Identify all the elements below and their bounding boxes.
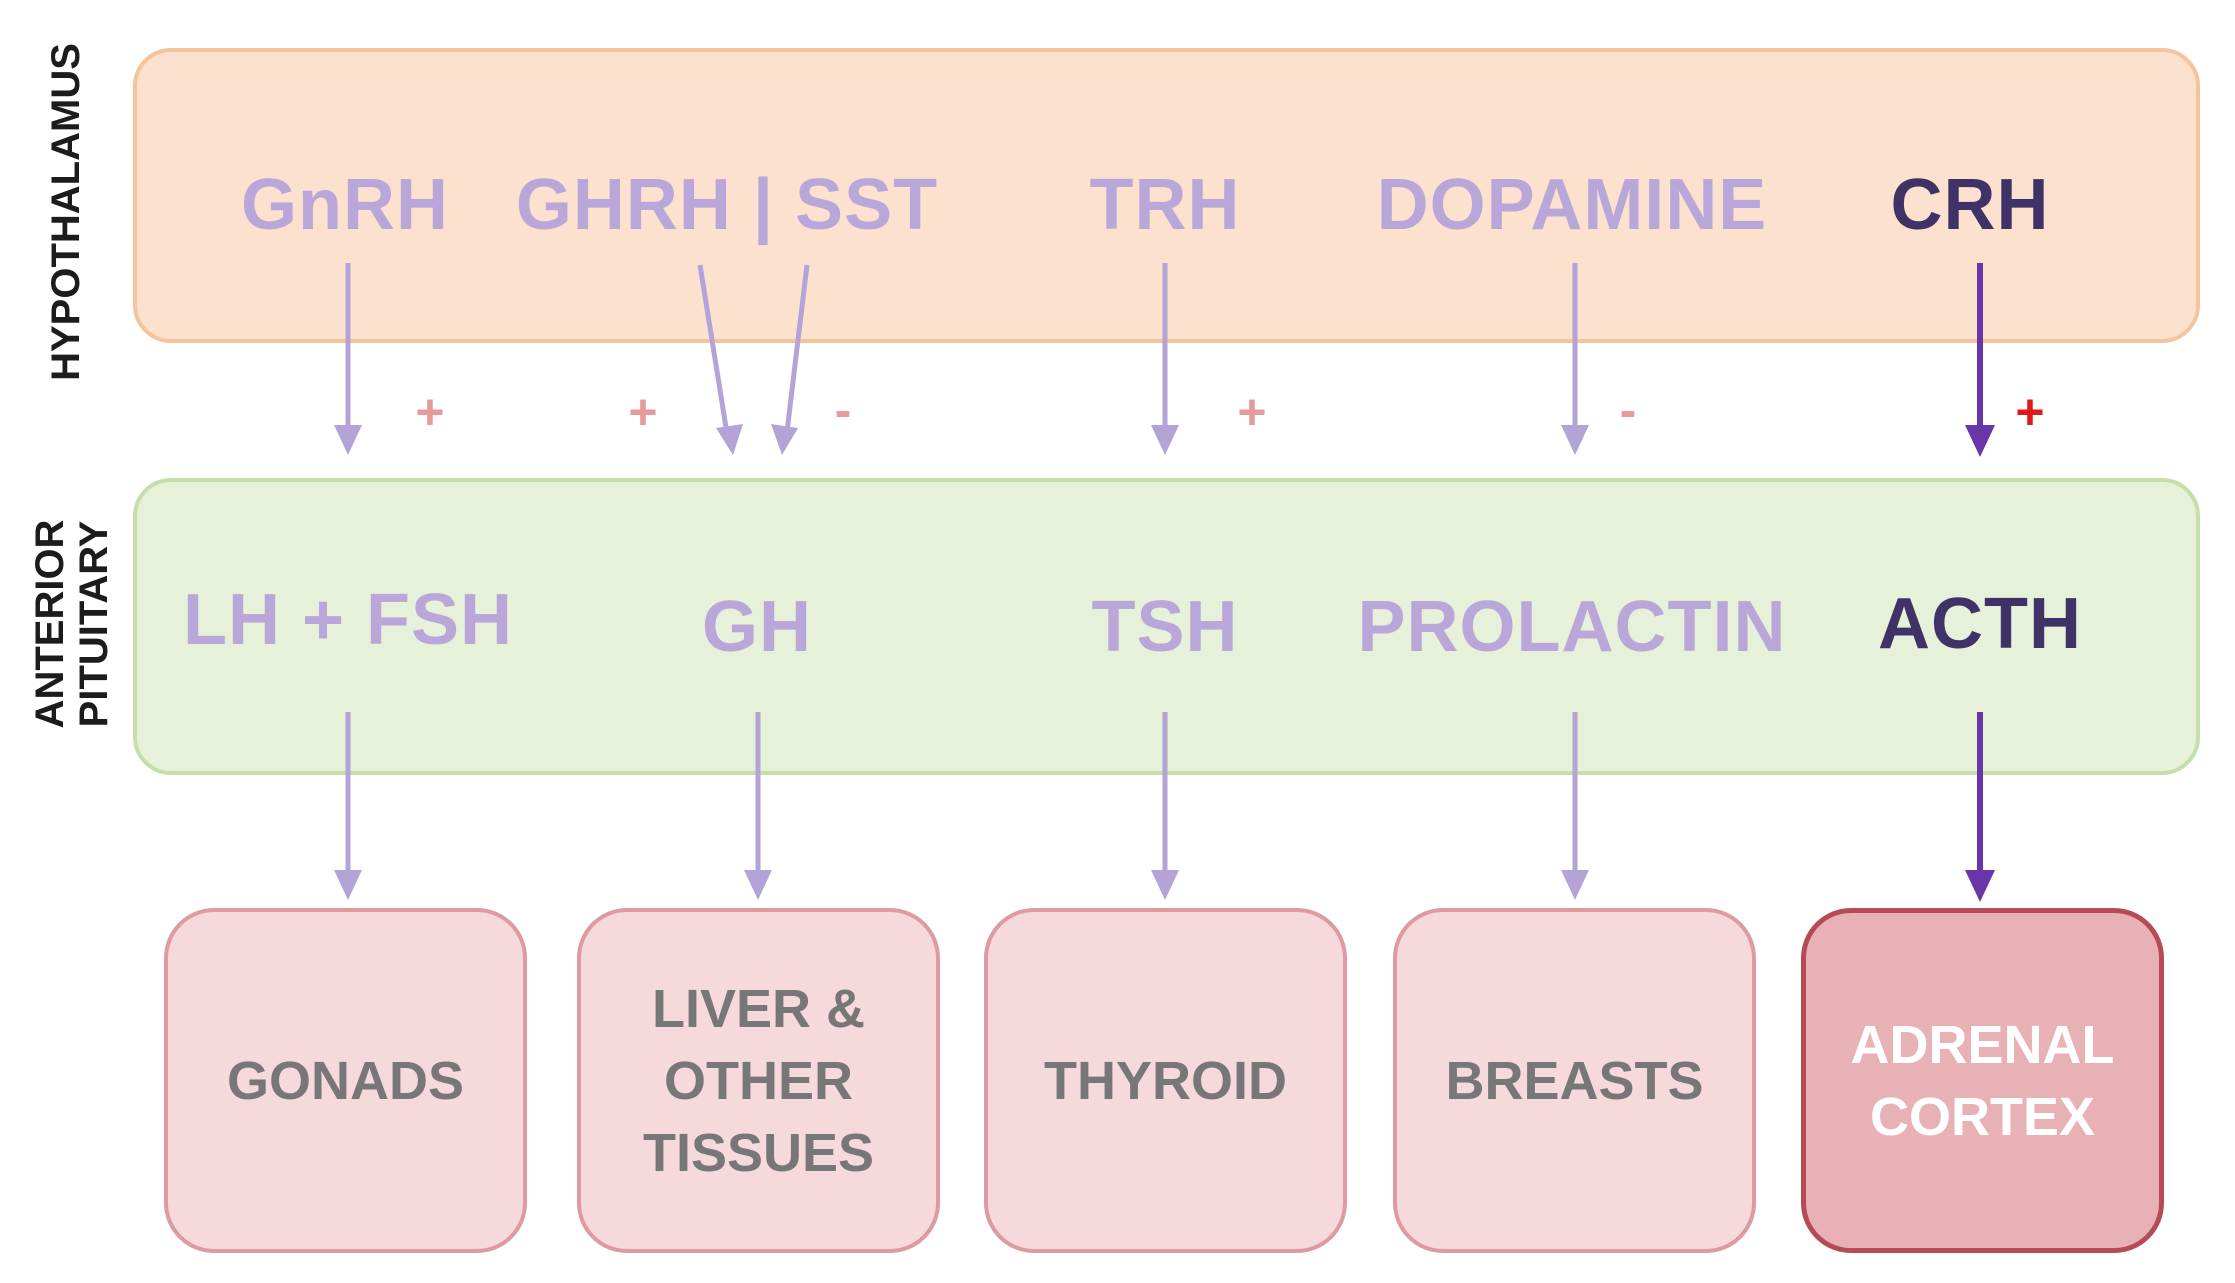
- hormone-gnrh: GnRH: [241, 165, 449, 245]
- arrowhead-acth: [1965, 870, 1995, 902]
- target-thyroid: THYROID: [984, 908, 1347, 1253]
- sign-gnrh: +: [415, 384, 445, 440]
- hormone-lh-fsh: LH + FSH: [182, 580, 514, 660]
- target-adrenal-cortex: ADRENAL CORTEX: [1801, 908, 2164, 1253]
- arrowhead-gnrh: [334, 425, 362, 455]
- arrowhead-trh: [1151, 425, 1179, 455]
- arrowhead-prolactin: [1561, 870, 1589, 900]
- sign-dopamine: -: [1619, 382, 1637, 438]
- arrowhead-sst: [771, 424, 798, 455]
- target-gonads: GONADS: [164, 908, 527, 1253]
- hormone-prolactin: PROLACTIN: [1357, 587, 1787, 667]
- arrowhead-gh: [744, 870, 772, 900]
- arrowhead-ghrh: [716, 424, 743, 455]
- arrow-sst: [783, 264, 810, 441]
- hormone-trh: TRH: [1089, 165, 1241, 245]
- sign-trh: +: [1237, 384, 1267, 440]
- hormone-acth: ACTH: [1878, 584, 2082, 664]
- target-breasts: BREASTS: [1393, 908, 1756, 1253]
- arrowhead-tsh: [1151, 870, 1179, 900]
- sign-ghrh: +: [628, 384, 658, 440]
- arrowhead-lh-fsh: [334, 870, 362, 900]
- hormone-ghrh-sst: GHRH | SST: [515, 165, 939, 245]
- arrowhead-crh: [1965, 425, 1995, 457]
- arrowhead-dopamine: [1561, 425, 1589, 455]
- sign-crh: +: [2015, 384, 2045, 440]
- target-liver-other-tissues: LIVER & OTHER TISSUES: [577, 908, 940, 1253]
- hormone-crh: CRH: [1890, 165, 2050, 245]
- hormone-gh: GH: [702, 587, 812, 667]
- sign-sst: -: [834, 382, 852, 438]
- hormone-dopamine: DOPAMINE: [1376, 165, 1768, 245]
- hormone-tsh: TSH: [1091, 587, 1239, 667]
- arrow-ghrh: [697, 264, 731, 441]
